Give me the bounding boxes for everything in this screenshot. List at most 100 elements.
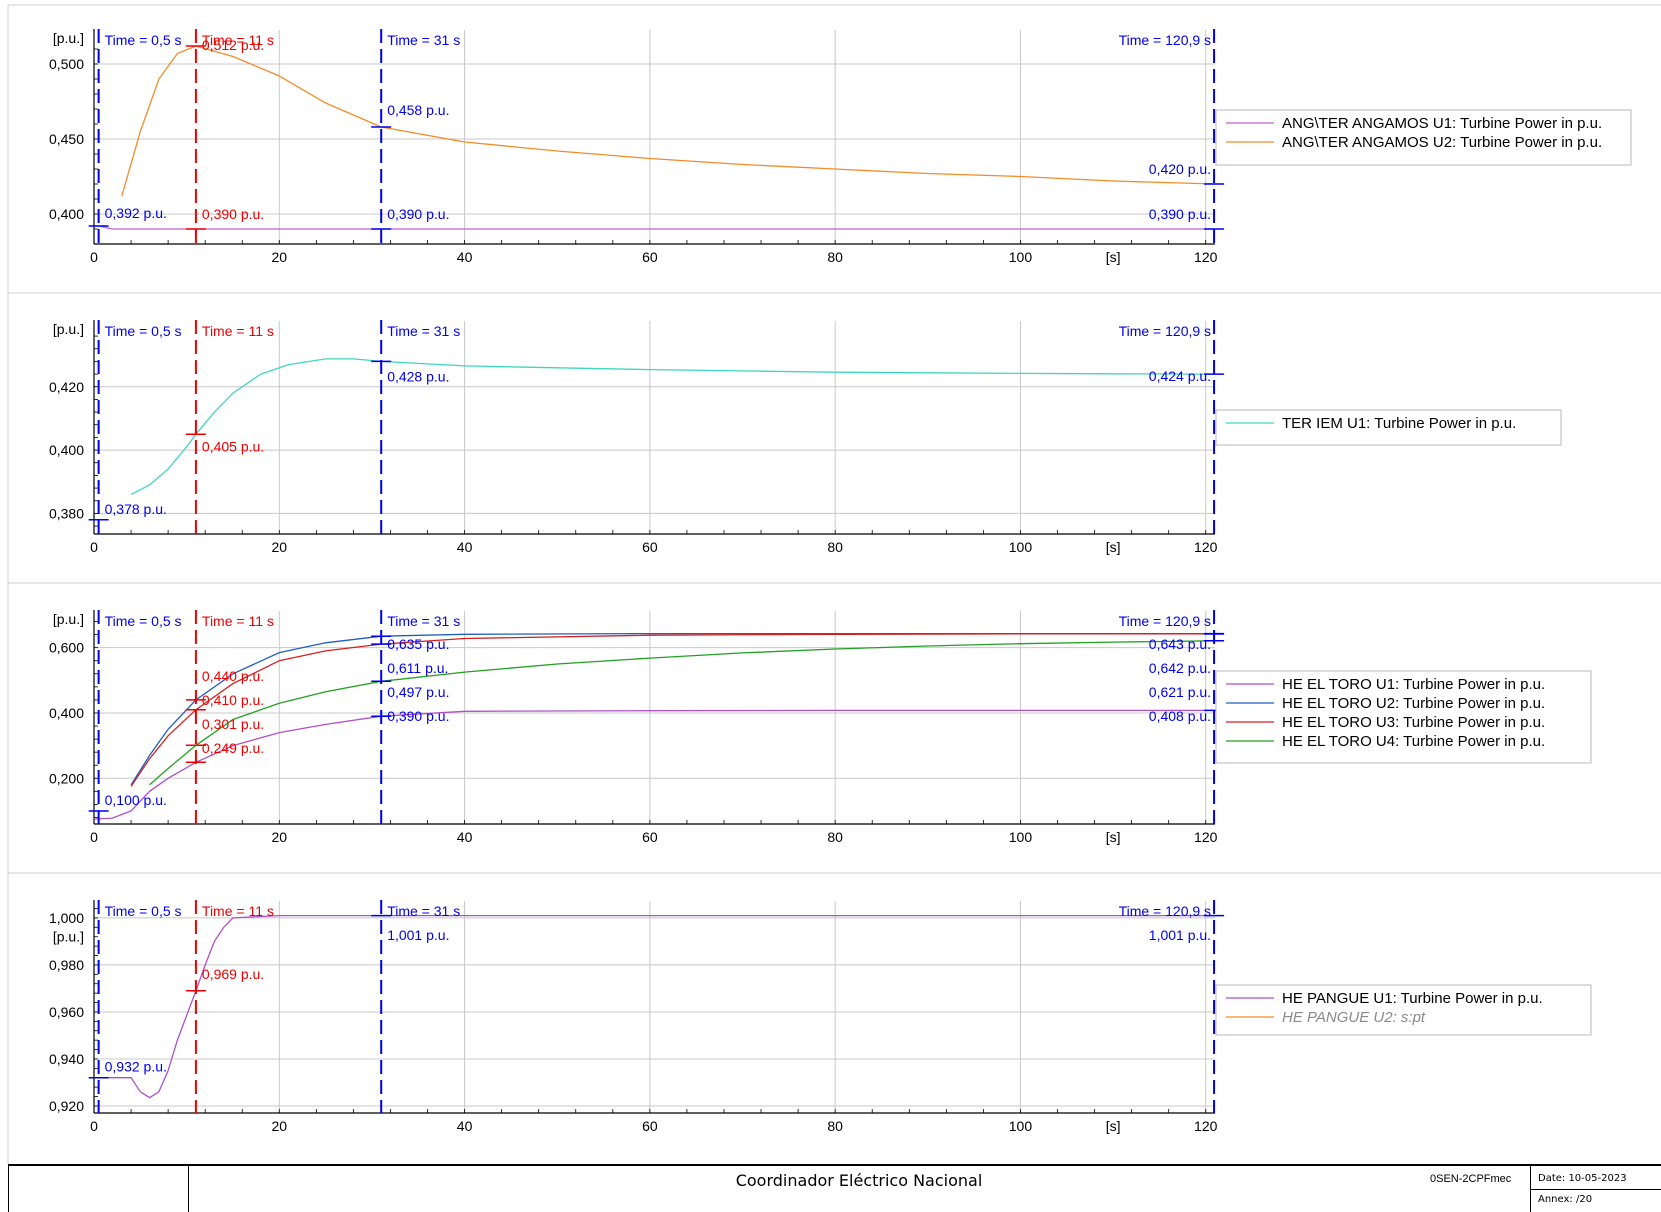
cursor-value-label: 0,643 p.u. (1149, 636, 1211, 652)
cursor-value-label: 0,249 p.u. (202, 740, 264, 756)
x-tick-label: 120 (1194, 1118, 1218, 1134)
legend-entry: HE EL TORO U1: Turbine Power in p.u. (1282, 676, 1545, 693)
legend-entry: TER IEM U1: Turbine Power in p.u. (1282, 415, 1516, 432)
x-tick-label: 40 (457, 829, 473, 845)
document-date: Date: 10-05-2023 (1538, 1173, 1627, 1184)
x-axis-label: [s] (1106, 249, 1121, 265)
cursor-value-label: 0,392 p.u. (105, 205, 167, 221)
x-tick-label: 100 (1009, 1118, 1033, 1134)
title-block-divider (1530, 1189, 1661, 1190)
legend-entry: HE EL TORO U2: Turbine Power in p.u. (1282, 695, 1545, 712)
y-axis-label: [p.u.] (53, 30, 84, 46)
series-line (149, 640, 1215, 786)
series-line (121, 45, 1215, 197)
x-tick-label: 0 (90, 829, 98, 845)
y-axis-label: [p.u.] (53, 321, 84, 337)
x-tick-label: 60 (642, 539, 658, 555)
y-tick-label: 1,000 (49, 910, 84, 926)
x-tick-label: 80 (827, 539, 843, 555)
cursor-value-label: 0,405 p.u. (202, 438, 264, 454)
cursor-value-label: 0,497 p.u. (387, 684, 449, 700)
x-tick-label: 20 (272, 829, 288, 845)
y-tick-label: 0,400 (49, 705, 84, 721)
cursor-value-label: 0,410 p.u. (202, 692, 264, 708)
y-tick-label: 0,960 (49, 1004, 84, 1020)
x-axis-label: [s] (1106, 539, 1121, 555)
cursor-value-label: 1,001 p.u. (1149, 927, 1211, 943)
x-tick-label: 100 (1009, 539, 1033, 555)
y-axis-label: [p.u.] (53, 611, 84, 627)
cursor-time-label: Time = 11 s (202, 32, 274, 48)
cursor-value-label: 0,301 p.u. (202, 716, 264, 732)
cursor-value-label: 0,390 p.u. (202, 206, 264, 222)
cursor-time-label: Time = 0,5 s (105, 613, 182, 629)
cursor-value-label: 0,390 p.u. (387, 206, 449, 222)
cursor-value-label: 0,390 p.u. (387, 708, 449, 724)
cursor-value-label: 0,100 p.u. (105, 792, 167, 808)
title-block-divider (188, 1166, 189, 1212)
x-axis-label: [s] (1106, 1118, 1121, 1134)
y-tick-label: 0,450 (49, 131, 84, 147)
cursor-value-label: 0,512 p.u. (202, 37, 264, 53)
x-tick-label: 120 (1194, 249, 1218, 265)
cursor-value-label: 0,390 p.u. (1149, 206, 1211, 222)
x-tick-label: 60 (642, 829, 658, 845)
cursor-value-label: 0,378 p.u. (105, 501, 167, 517)
cursor-value-label: 0,440 p.u. (202, 668, 264, 684)
cursor-value-label: 0,458 p.u. (387, 102, 449, 118)
x-tick-label: 80 (827, 829, 843, 845)
x-tick-label: 20 (272, 1118, 288, 1134)
cursor-time-label: Time = 31 s (387, 903, 460, 919)
annex-number: Annex: /20 (1538, 1194, 1593, 1205)
series-line (130, 633, 1215, 787)
cursor-time-label: Time = 120,9 s (1119, 613, 1211, 629)
legend-entry: HE PANGUE U2: s:pt (1282, 1009, 1426, 1026)
y-tick-label: 0,600 (49, 640, 84, 656)
cursor-value-label: 0,621 p.u. (1149, 684, 1211, 700)
x-tick-label: 60 (642, 249, 658, 265)
x-tick-label: 20 (272, 539, 288, 555)
cursor-time-label: Time = 0,5 s (105, 323, 182, 339)
cursor-time-label: Time = 11 s (202, 613, 274, 629)
cursor-value-label: 0,420 p.u. (1149, 161, 1211, 177)
legend-entry: ANG\TER ANGAMOS U2: Turbine Power in p.u… (1282, 134, 1602, 151)
legend-box (1215, 409, 1562, 446)
x-tick-label: 100 (1009, 249, 1033, 265)
x-tick-label: 0 (90, 249, 98, 265)
title-block: Coordinador Eléctrico Nacional 0SEN-2CPF… (8, 1164, 1661, 1212)
cursor-time-label: Time = 11 s (202, 903, 274, 919)
x-tick-label: 0 (90, 539, 98, 555)
series-line (94, 914, 1215, 1099)
cursor-time-label: Time = 120,9 s (1119, 32, 1211, 48)
series-line (130, 358, 1215, 495)
legend-entry: ANG\TER ANGAMOS U1: Turbine Power in p.u… (1282, 115, 1602, 132)
cursor-value-label: 0,969 p.u. (202, 966, 264, 982)
y-tick-label: 0,380 (49, 505, 84, 521)
legend-entry: HE EL TORO U4: Turbine Power in p.u. (1282, 733, 1545, 750)
y-tick-label: 0,940 (49, 1051, 84, 1067)
y-tick-label: 0,920 (49, 1098, 84, 1114)
cursor-value-label: 1,001 p.u. (387, 927, 449, 943)
document-code: 0SEN-2CPFmec (1430, 1173, 1512, 1185)
cursor-value-label: 0,635 p.u. (387, 636, 449, 652)
title-block-border (8, 1166, 9, 1212)
x-tick-label: 60 (642, 1118, 658, 1134)
legend-entry: HE PANGUE U1: Turbine Power in p.u. (1282, 990, 1543, 1007)
x-tick-label: 40 (457, 1118, 473, 1134)
y-tick-label: 0,400 (49, 206, 84, 222)
y-tick-label: 0,500 (49, 56, 84, 72)
cursor-time-label: Time = 120,9 s (1119, 903, 1211, 919)
cursor-time-label: Time = 31 s (387, 323, 460, 339)
cursor-value-label: 0,642 p.u. (1149, 660, 1211, 676)
x-tick-label: 40 (457, 249, 473, 265)
cursor-time-label: Time = 11 s (202, 323, 274, 339)
y-axis-label: [p.u.] (53, 928, 84, 944)
x-tick-label: 80 (827, 249, 843, 265)
cursor-value-label: 0,424 p.u. (1149, 368, 1211, 384)
x-tick-label: 80 (827, 1118, 843, 1134)
y-tick-label: 0,400 (49, 442, 84, 458)
x-tick-label: 120 (1194, 829, 1218, 845)
series-line (130, 632, 1215, 786)
cursor-time-label: Time = 0,5 s (105, 32, 182, 48)
